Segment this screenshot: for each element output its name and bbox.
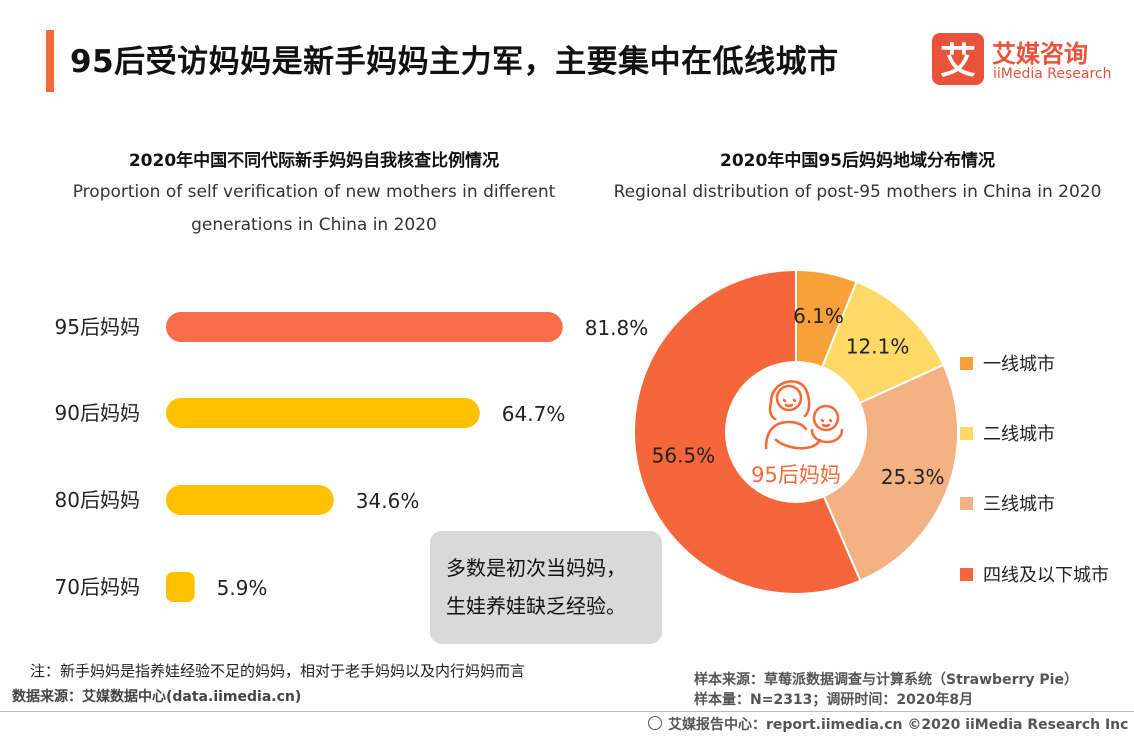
logo-mark-icon: 艾 [932, 33, 984, 85]
bar-category-label: 90后妈妈 [55, 401, 140, 425]
footer-text: 艾媒报告中心：report.iimedia.cn ©2020 iiMedia R… [668, 717, 1129, 733]
donut-center-circle [725, 361, 867, 503]
brand-logo: 艾 艾媒咨询 iiMedia Research [932, 33, 1122, 89]
mother-baby-icon [764, 380, 844, 450]
legend-label-tier3: 三线城市 [983, 494, 1055, 515]
legend-label-tier1: 一线城市 [983, 354, 1055, 375]
donut-value-label: 56.5% [652, 443, 716, 467]
bar-4 [166, 572, 195, 602]
legend-swatch-tier4 [960, 568, 973, 581]
globe-icon [648, 716, 662, 730]
sample-source: 样本来源：草莓派数据调查与计算系统（Strawberry Pie） [694, 672, 1078, 688]
pie-chart-subtitle: Regional distribution of post-95 mothers… [613, 182, 1102, 202]
pie-chart-title: 2020年中国95后妈妈地域分布情况 [720, 151, 995, 171]
logo-glyph: 艾 [940, 41, 976, 82]
bar-chart: 95后妈妈 81.8% 90后妈妈 64.7% 80后妈妈 34.6% 70后妈妈 5.9% [55, 312, 649, 602]
bar-value-label: 5.9% [217, 576, 268, 600]
bar-category-label: 95后妈妈 [55, 315, 140, 339]
legend-item-tier3: 三线城市 [960, 490, 1055, 516]
donut-value-label: 12.1% [846, 335, 910, 359]
footer-copyright: 艾媒报告中心：report.iimedia.cn ©2020 iiMedia R… [648, 714, 1128, 734]
legend-item-tier2: 二线城市 [960, 420, 1055, 446]
donut-center-label: 95后妈妈 [751, 463, 841, 487]
bar-value-label: 81.8% [585, 316, 649, 340]
callout-line-1: 多数是初次当妈妈， [446, 556, 626, 580]
bar-1 [166, 312, 563, 342]
bar-chart-subtitle: Proportion of self verification of new m… [72, 182, 556, 235]
callout-text: 多数是初次当妈妈， 生娃养娃缺乏经验。 [446, 549, 626, 625]
logo-english: iiMedia Research [993, 66, 1112, 82]
bar-2 [166, 398, 480, 428]
legend-swatch-tier2 [960, 427, 973, 440]
data-source: 数据来源：艾媒数据中心(data.iimedia.cn) [12, 689, 302, 705]
legend-label-tier2: 二线城市 [983, 424, 1055, 445]
logo-name: 艾媒咨询 [992, 40, 1088, 68]
donut-value-label: 25.3% [881, 465, 945, 489]
footnote-definition: 注：新手妈妈是指养娃经验不足的妈妈，相对于老手妈妈以及内行妈妈而言 [30, 662, 526, 680]
footer-divider [0, 711, 1134, 712]
bar-category-label: 80后妈妈 [55, 488, 140, 512]
bar-value-label: 64.7% [502, 402, 566, 426]
callout-bubble: 多数是初次当妈妈， 生娃养娃缺乏经验。 [430, 531, 662, 644]
bar-chart-title: 2020年中国不同代际新手妈妈自我核查比例情况 [128, 151, 500, 171]
donut-center: 95后妈妈 [725, 361, 867, 503]
donut-value-label: 6.1% [793, 304, 844, 328]
legend-item-tier4: 四线及以下城市 [960, 561, 1109, 587]
sample-size: 样本量：N=2313；调研时间：2020年8月 [694, 692, 974, 708]
legend-swatch-tier3 [960, 497, 973, 510]
bar-category-label: 70后妈妈 [55, 575, 140, 599]
callout-tail [626, 550, 648, 574]
page-title: 95后受访妈妈是新手妈妈主力军，主要集中在低线城市 [70, 44, 839, 80]
legend-item-tier1: 一线城市 [960, 350, 1055, 376]
callout-line-2: 生娃养娃缺乏经验。 [446, 594, 626, 618]
title-accent-bar [46, 30, 54, 92]
legend-swatch-tier1 [960, 357, 973, 370]
donut-value-labels: 6.1%12.1% 25.3% 56.5% [652, 304, 945, 489]
legend-label-tier4: 四线及以下城市 [983, 565, 1109, 586]
bar-3 [166, 485, 334, 515]
bar-value-label: 34.6% [356, 489, 420, 513]
